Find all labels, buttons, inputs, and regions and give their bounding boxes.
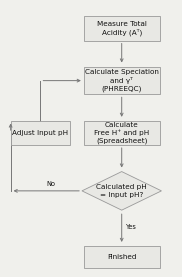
- Text: No: No: [47, 181, 56, 187]
- FancyBboxPatch shape: [84, 120, 160, 145]
- FancyBboxPatch shape: [84, 246, 160, 268]
- Polygon shape: [82, 171, 161, 210]
- FancyBboxPatch shape: [84, 16, 160, 41]
- FancyBboxPatch shape: [11, 120, 70, 145]
- Text: Calculate Speciation
and γᵀ
(PHREEQC): Calculate Speciation and γᵀ (PHREEQC): [85, 69, 159, 92]
- Text: Calculated pH
= Input pH?: Calculated pH = Input pH?: [96, 184, 147, 198]
- Text: Adjust Input pH: Adjust Input pH: [12, 130, 68, 136]
- Text: Measure Total
Acidity (Aᵀ): Measure Total Acidity (Aᵀ): [97, 20, 147, 36]
- Text: Calculate
Free H⁺ and pH
(Spreadsheet): Calculate Free H⁺ and pH (Spreadsheet): [94, 122, 149, 144]
- Text: Finished: Finished: [107, 254, 136, 260]
- Text: Yes: Yes: [126, 224, 137, 230]
- FancyBboxPatch shape: [84, 67, 160, 94]
